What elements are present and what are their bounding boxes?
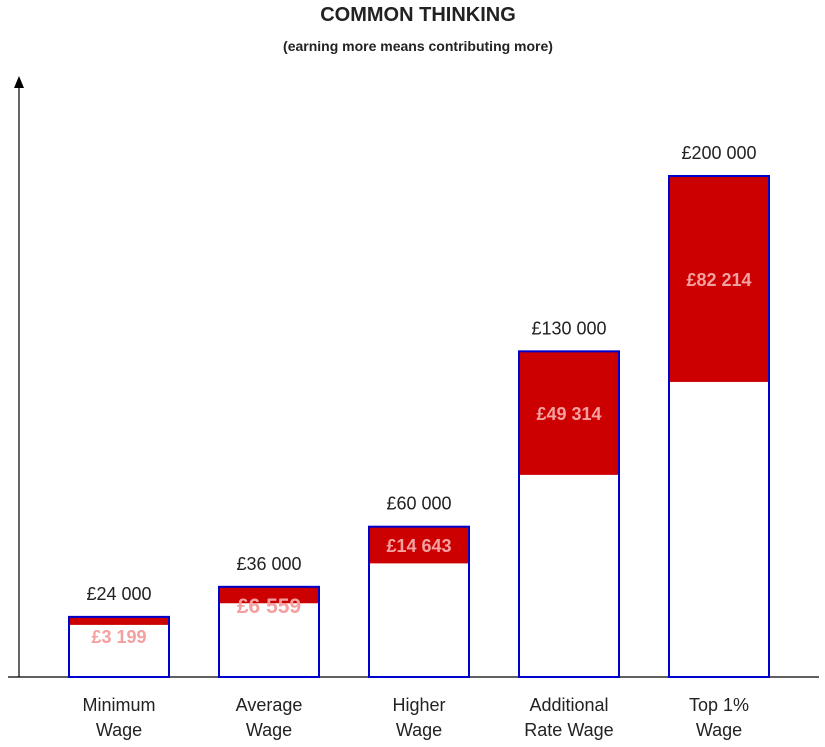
- contribution-label: £6 559: [237, 595, 301, 618]
- bar-contribution: [519, 351, 619, 475]
- category-label: Wage: [246, 720, 292, 740]
- contribution-label: £49 314: [536, 404, 601, 424]
- chart-title: COMMON THINKING: [320, 4, 516, 26]
- contribution-label: £82 214: [686, 270, 751, 290]
- bar-outline: [368, 525, 470, 679]
- contribution-label: £14 643: [386, 536, 451, 556]
- category-label: Additional: [529, 695, 608, 715]
- category-label: Higher: [392, 695, 445, 715]
- bar-total: [69, 616, 169, 677]
- y-axis-arrow: [14, 76, 24, 88]
- bar-contribution: [369, 526, 469, 564]
- category-label: Wage: [396, 720, 442, 740]
- bar-contribution: [69, 616, 169, 625]
- category-label: Wage: [696, 720, 742, 740]
- category-label: Average: [236, 695, 303, 715]
- total-value-label: £24 000: [86, 584, 151, 604]
- category-label: Top 1%: [689, 695, 749, 715]
- total-value-label: £200 000: [681, 143, 756, 163]
- chart-subtitle: (earning more means contributing more): [283, 38, 553, 54]
- bar-outline: [218, 585, 320, 679]
- total-value-label: £36 000: [236, 554, 301, 574]
- category-label: Minimum: [82, 695, 155, 715]
- total-value-label: £60 000: [386, 494, 451, 514]
- bar-contribution: [669, 176, 769, 382]
- bar-outline: [68, 615, 170, 679]
- bar-outline: [518, 350, 620, 678]
- category-label: Rate Wage: [524, 720, 613, 740]
- category-label: Wage: [96, 720, 142, 740]
- contribution-label: £3 199: [91, 627, 146, 647]
- bar-contribution: [219, 586, 319, 604]
- total-value-label: £130 000: [531, 318, 606, 338]
- bar-outline: [668, 175, 770, 678]
